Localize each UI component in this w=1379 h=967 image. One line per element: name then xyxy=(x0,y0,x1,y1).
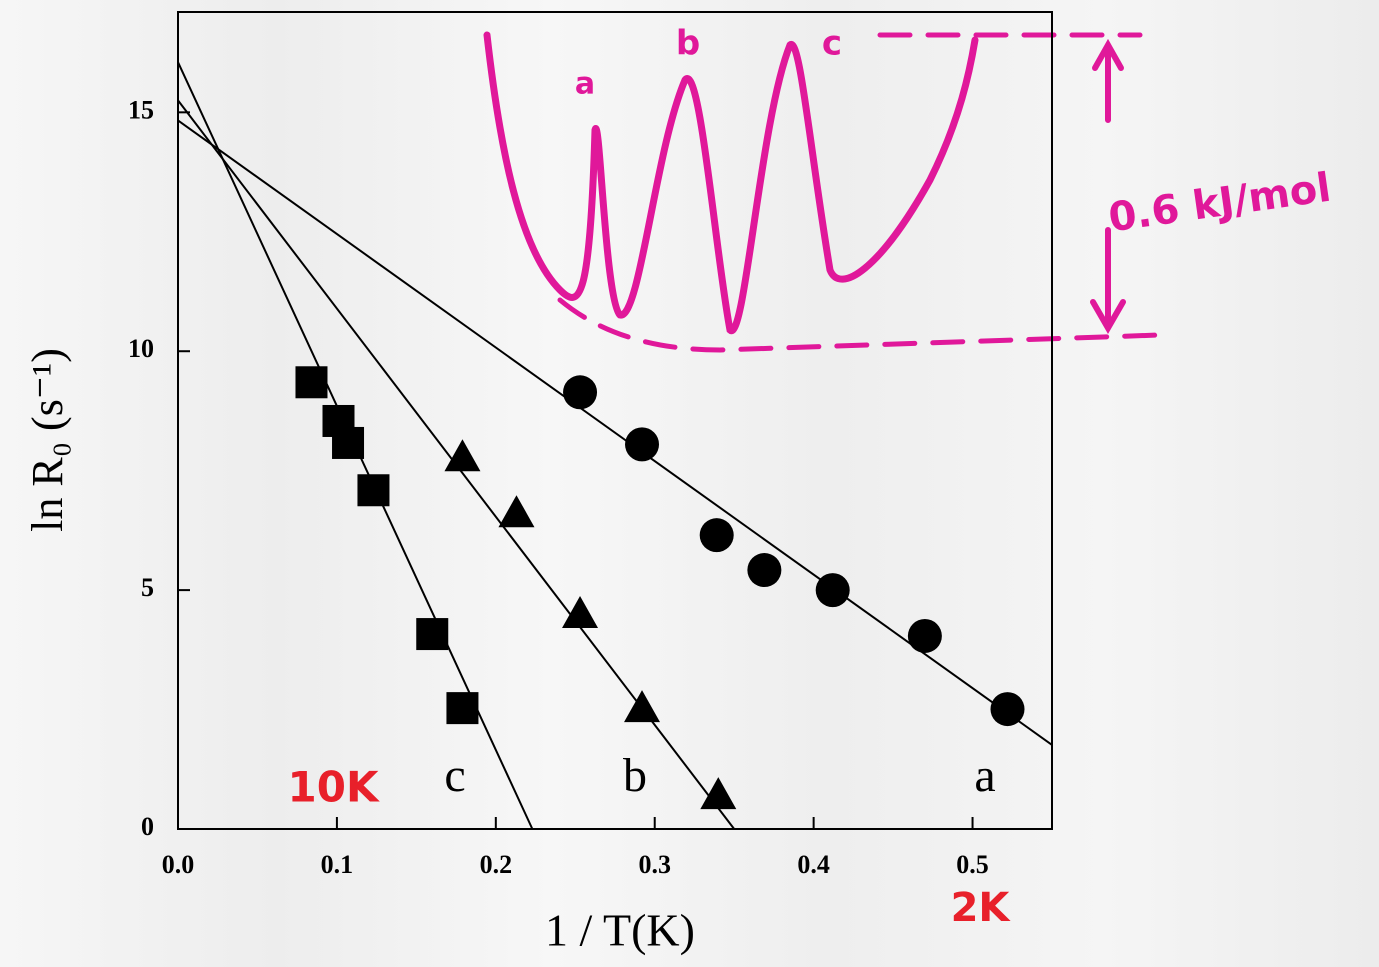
annotation: a xyxy=(575,67,595,102)
point xyxy=(625,427,659,461)
x-tick-label: 0.0 xyxy=(162,850,195,879)
y-tick-label: 10 xyxy=(128,334,154,363)
annotation: c xyxy=(822,24,842,64)
point xyxy=(816,573,850,607)
point xyxy=(563,375,597,409)
series-label: a xyxy=(974,749,995,802)
x-axis-label: 1 / T(K) xyxy=(545,905,695,956)
point xyxy=(747,553,781,587)
point xyxy=(357,474,389,506)
annotation: b xyxy=(676,24,700,64)
x-tick-label: 0.5 xyxy=(956,850,989,879)
point xyxy=(295,366,327,398)
annotation: 0.6 kJ/mol xyxy=(1106,165,1334,242)
x-tick-label: 0.2 xyxy=(480,850,513,879)
plot-frame xyxy=(178,12,1052,829)
y-axis-label: ln R₀ (s⁻¹) xyxy=(23,348,72,532)
point xyxy=(446,692,478,724)
point xyxy=(498,495,534,527)
point xyxy=(332,427,364,459)
point xyxy=(991,692,1025,726)
point xyxy=(700,518,734,552)
y-tick-label: 0 xyxy=(141,812,154,841)
annotation: 10K xyxy=(288,763,380,812)
x-tick-label: 0.1 xyxy=(321,850,354,879)
x-tick-label: 0.4 xyxy=(797,850,830,879)
x-tick-label: 0.3 xyxy=(638,850,671,879)
point xyxy=(908,619,942,653)
chart: 1 / T(K) ln R₀ (s⁻¹) 0.0 0.1 0.2 0.3 0.4 0.5 0… xyxy=(0,0,1379,967)
series-label: c xyxy=(444,749,465,802)
y-tick-label: 15 xyxy=(128,95,154,124)
series-label: b xyxy=(623,749,647,802)
y-tick-label: 5 xyxy=(141,573,154,602)
annotation: 2K xyxy=(951,885,1012,931)
point xyxy=(624,690,660,722)
point xyxy=(416,618,448,650)
